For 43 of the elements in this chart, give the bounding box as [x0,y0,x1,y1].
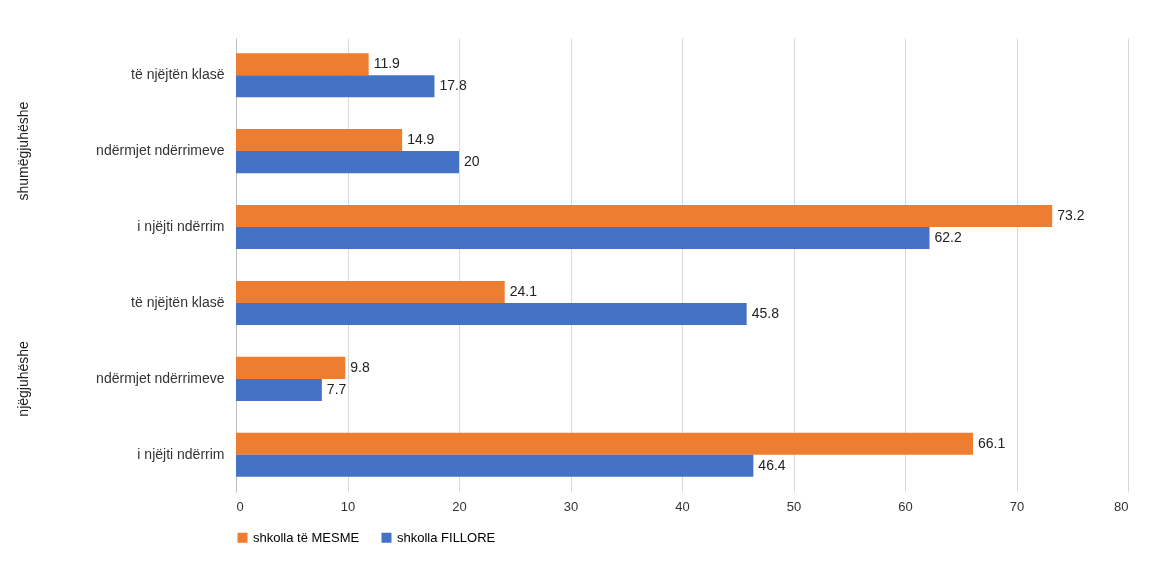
data-label: 46.4 [758,456,786,473]
bar [236,280,505,303]
y-tick-label: i njëjti ndërrim [137,218,225,235]
legend-label: shkolla FILLORE [397,529,496,545]
x-tick-label: 70 [1009,498,1025,514]
y-tick-label: ndërmjet ndërrimeve [96,142,225,159]
bar [236,151,459,174]
text: njëgjuhëshe [15,340,31,417]
x-tick-label: 30 [563,498,579,514]
x-tick-label: 40 [675,498,690,514]
data-label: 17.8 [439,77,467,94]
y-tick-label: të njëjtën klasë [131,293,225,310]
x-tick-label: 20 [452,498,467,514]
x-tick-label: 0 [236,498,244,514]
bar [236,205,1053,228]
data-label: 7.7 [326,380,347,397]
x-tick-label: 50 [786,498,802,514]
x-tick-label: 10 [340,498,356,514]
data-label: 14.9 [407,131,435,148]
data-label: 20 [464,153,480,170]
bar [236,75,435,98]
bar [236,356,346,379]
x-tick-label: 80 [1114,498,1129,514]
y-tick-label: ndërmjet ndërrimeve [96,369,225,386]
data-label: 66.1 [978,434,1006,451]
bar [236,129,403,152]
bar [236,53,369,76]
bar [236,454,754,477]
data-label: 9.8 [350,358,370,375]
data-label: 11.9 [373,55,401,72]
bar [236,378,322,401]
data-label: 24.1 [509,282,538,299]
bar [236,432,974,455]
data-label: 62.2 [934,229,962,246]
data-label: 45.8 [751,304,780,321]
text: shumëgjuhëshe [15,101,31,201]
bar [236,227,930,250]
y-tick-label: i njëjti ndërrim [137,445,225,462]
y-tick-label: të njëjtën klasë [131,66,225,83]
bar [236,302,747,325]
legend-label: shkolla të MESME [253,529,360,545]
x-tick-label: 60 [898,498,913,514]
data-label: 73.2 [1057,207,1085,224]
